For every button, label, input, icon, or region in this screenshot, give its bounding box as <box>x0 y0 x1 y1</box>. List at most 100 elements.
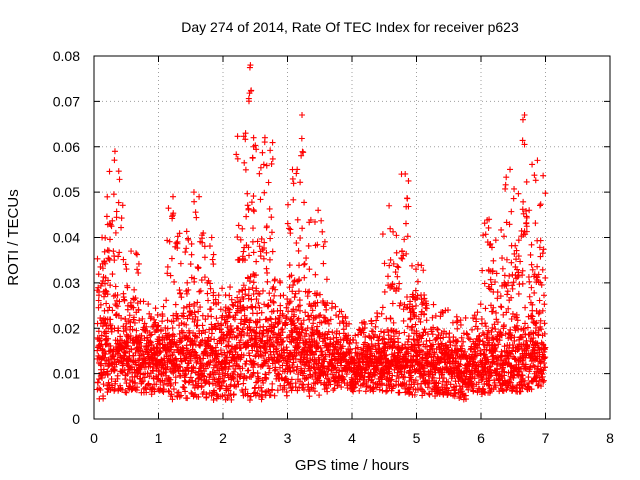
data-point <box>341 352 348 359</box>
data-point <box>265 387 272 394</box>
data-point <box>172 379 179 386</box>
data-point <box>492 237 499 244</box>
data-point <box>291 294 298 301</box>
data-point <box>239 225 246 232</box>
data-point <box>278 341 285 348</box>
data-point <box>362 339 369 346</box>
data-point <box>337 336 344 343</box>
data-point <box>405 177 412 184</box>
data-point <box>353 339 360 346</box>
data-point <box>347 346 354 353</box>
data-point <box>295 247 302 254</box>
data-point <box>234 133 241 140</box>
data-point <box>373 317 380 324</box>
data-point <box>526 278 533 285</box>
data-point <box>324 388 331 395</box>
data-point <box>112 229 119 236</box>
data-point <box>178 392 185 399</box>
data-point <box>201 254 208 261</box>
data-point <box>344 385 351 392</box>
data-point <box>176 393 183 400</box>
data-point <box>479 267 486 274</box>
data-point <box>233 151 240 158</box>
data-point <box>536 309 543 316</box>
data-point <box>293 240 300 247</box>
x-tick-label: 4 <box>348 430 356 446</box>
data-point <box>244 304 251 311</box>
data-point <box>540 292 547 299</box>
data-point <box>248 296 255 303</box>
data-point <box>318 217 325 224</box>
data-point <box>362 388 369 395</box>
data-point <box>302 309 309 316</box>
data-point <box>147 363 154 370</box>
data-point <box>371 353 378 360</box>
data-point <box>133 327 140 334</box>
data-point <box>221 391 228 398</box>
data-point <box>296 262 303 269</box>
data-point <box>180 304 187 311</box>
data-point <box>269 387 276 394</box>
data-point <box>172 374 179 381</box>
data-point <box>387 225 394 232</box>
data-point <box>250 134 257 141</box>
data-point <box>379 304 386 311</box>
data-point <box>182 249 189 256</box>
data-point <box>258 309 265 316</box>
data-point <box>246 352 253 359</box>
data-point <box>525 374 532 381</box>
data-point <box>253 285 260 292</box>
data-point <box>166 347 173 354</box>
data-point <box>368 320 375 327</box>
data-point <box>315 207 322 214</box>
y-tick-label: 0 <box>72 411 80 427</box>
data-point <box>263 223 270 230</box>
data-point <box>195 265 202 272</box>
data-point <box>145 342 152 349</box>
data-point <box>134 251 141 258</box>
data-point <box>338 308 345 315</box>
data-point <box>170 318 177 325</box>
data-point <box>171 333 178 340</box>
data-point <box>130 314 137 321</box>
data-point <box>168 381 175 388</box>
data-point <box>208 392 215 399</box>
y-tick-label: 0.03 <box>53 275 80 291</box>
data-point <box>240 352 247 359</box>
data-point <box>259 287 266 294</box>
data-point <box>230 375 237 382</box>
data-point <box>520 198 527 205</box>
data-point <box>129 326 136 333</box>
data-point <box>251 208 258 215</box>
data-point <box>183 290 190 297</box>
y-tick-label: 0.05 <box>53 184 80 200</box>
data-point <box>178 294 185 301</box>
data-point <box>134 384 141 391</box>
data-point <box>421 326 428 333</box>
data-point <box>430 301 437 308</box>
data-point <box>237 337 244 344</box>
y-tick-label: 0.07 <box>53 93 80 109</box>
data-point <box>287 230 294 237</box>
data-point <box>284 201 291 208</box>
data-point <box>133 361 140 368</box>
data-point <box>332 303 339 310</box>
data-point <box>217 385 224 392</box>
data-point <box>201 274 208 281</box>
data-point <box>297 307 304 314</box>
data-point <box>304 289 311 296</box>
data-point <box>232 299 239 306</box>
data-point <box>144 334 151 341</box>
data-point <box>122 389 129 396</box>
data-point <box>202 380 209 387</box>
data-point <box>138 379 145 386</box>
data-point <box>243 375 250 382</box>
data-point <box>193 214 200 221</box>
data-point <box>522 304 529 311</box>
data-point <box>153 344 160 351</box>
data-point <box>190 365 197 372</box>
data-point <box>124 370 131 377</box>
data-point <box>539 266 546 273</box>
data-point <box>209 326 216 333</box>
data-point <box>536 202 543 209</box>
